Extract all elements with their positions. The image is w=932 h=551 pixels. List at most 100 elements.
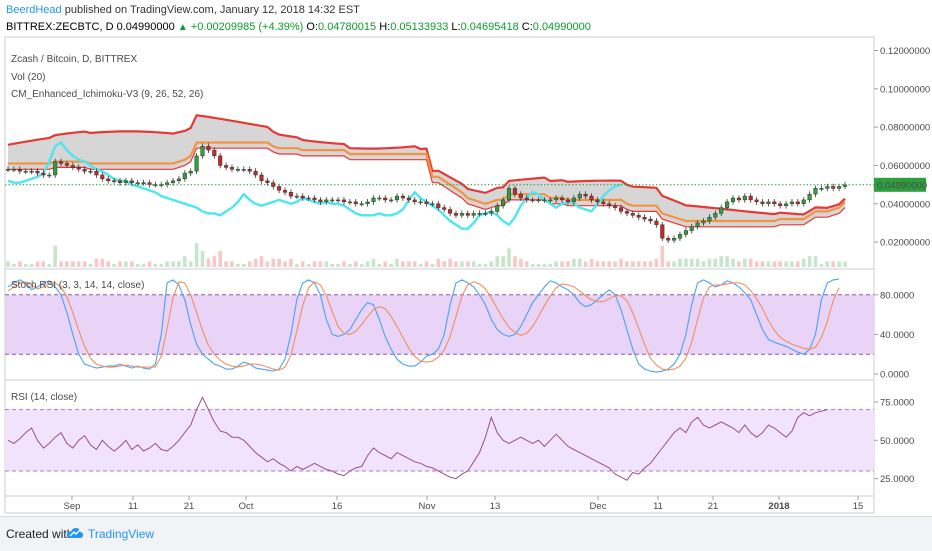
volume-bar xyxy=(524,261,529,267)
stoch-series-k-line xyxy=(7,278,840,373)
candle-body xyxy=(713,213,718,218)
volume-bar xyxy=(495,256,499,267)
volume-bar xyxy=(589,258,594,267)
volume-bar xyxy=(548,264,553,267)
candle-body xyxy=(288,192,293,197)
volume-bar xyxy=(843,261,847,267)
volume-bar xyxy=(271,258,275,267)
volume-bar xyxy=(725,256,729,267)
candle-body xyxy=(241,169,246,171)
low-value: 0.04695418 xyxy=(460,21,519,33)
time-axis: Sep 11 21 Oct 16 Nov 13 Dec 11 21 2018 15 xyxy=(64,496,863,512)
volume-bar xyxy=(336,264,340,267)
volume-bar xyxy=(489,261,494,267)
volume-bar xyxy=(501,256,505,267)
volume-bar xyxy=(6,261,10,267)
volume-bar xyxy=(18,261,22,267)
candle-body xyxy=(35,170,40,174)
time-tick-label: 21 xyxy=(708,501,719,512)
candle-body xyxy=(259,174,264,181)
volume-bar xyxy=(283,261,287,267)
candle-body xyxy=(389,199,394,202)
candle-body xyxy=(229,167,235,170)
candle-body xyxy=(11,169,16,171)
volume-bar xyxy=(212,256,217,267)
price-tick-label: 0.08000000 xyxy=(880,123,930,134)
volume-bar xyxy=(377,264,382,267)
candle-body xyxy=(618,207,624,212)
candle-body xyxy=(442,207,447,210)
volume-bar xyxy=(106,261,110,267)
stoch-tick-label: 80.0000 xyxy=(880,290,914,301)
volume-bar xyxy=(448,258,452,267)
high-value: 0.05133933 xyxy=(390,21,449,33)
candle-body xyxy=(689,226,694,231)
candle-body xyxy=(742,195,747,201)
candle-body xyxy=(235,169,240,171)
volume-bar xyxy=(831,261,835,267)
stoch-rsi-pane[interactable]: 80.0000 40.0000 0.0000 xyxy=(5,278,914,381)
rsi-pane[interactable]: 75.0000 50.0000 25.0000 xyxy=(5,396,914,485)
symbol-label: BITTREX:ZECBTC, D xyxy=(6,21,114,33)
volume-bar xyxy=(29,264,34,267)
volume-bar xyxy=(619,258,623,267)
candle-body xyxy=(595,199,600,203)
volume-bar xyxy=(625,261,629,267)
time-tick-label: 2018 xyxy=(768,501,789,512)
open-value: 0.04780015 xyxy=(318,21,377,33)
volume-bar xyxy=(135,264,140,267)
volume-bar xyxy=(354,261,358,267)
candle-body xyxy=(206,146,211,151)
volume-bar xyxy=(772,261,777,267)
price-pane[interactable]: 0.12000000 0.10000000 0.08000000 0.06000000… xyxy=(5,46,930,267)
candle-body xyxy=(277,186,282,191)
volume-bar xyxy=(383,261,387,267)
candle-body xyxy=(554,197,559,201)
volume-bar xyxy=(147,261,152,267)
candle-body xyxy=(648,218,653,222)
vol-indicator-label: Vol (20) xyxy=(11,72,45,83)
candle-body xyxy=(424,201,429,205)
volume-bar xyxy=(578,258,582,267)
volume-bar xyxy=(200,251,205,267)
volume-bar xyxy=(530,264,535,267)
created-with-text: Created with xyxy=(6,527,74,541)
chart-area[interactable]: 0.12000000 0.10000000 0.08000000 0.06000000… xyxy=(0,0,932,516)
time-tick-label: 21 xyxy=(184,501,195,512)
candle-body xyxy=(112,180,117,183)
author-link[interactable]: BeerdHead xyxy=(6,4,62,16)
volume-bar xyxy=(236,264,240,267)
publish-line: BeerdHead published on TradingView.com, … xyxy=(6,4,360,16)
candle-body xyxy=(530,199,535,202)
volume-bar xyxy=(124,261,128,267)
volume-bar xyxy=(689,258,694,267)
volume-bar xyxy=(306,264,311,267)
volume-bar xyxy=(71,261,75,267)
candle-body xyxy=(772,201,777,205)
candle-body xyxy=(636,215,641,218)
tradingview-link[interactable]: TradingView xyxy=(88,527,155,541)
volume-bar xyxy=(460,261,464,267)
candle-body xyxy=(170,180,176,183)
volume-bar xyxy=(631,261,635,267)
volume-bar xyxy=(613,261,617,267)
volume-bar xyxy=(477,264,482,267)
candle-body xyxy=(748,195,753,201)
volume-bar xyxy=(82,261,87,267)
candle-body xyxy=(630,213,635,216)
volume-bar xyxy=(454,261,458,267)
volume-bar xyxy=(442,261,446,267)
volume-bar xyxy=(194,243,199,267)
volume-bar xyxy=(23,264,28,267)
volume-bar xyxy=(731,258,735,267)
candle-body xyxy=(188,170,193,174)
stoch-tick-label: 0.0000 xyxy=(880,370,909,381)
volume-bar xyxy=(436,258,441,267)
volume-bar xyxy=(224,261,228,267)
candle-body xyxy=(76,167,81,170)
candle-body xyxy=(666,238,671,241)
volume-bar xyxy=(684,258,688,267)
candle-body xyxy=(430,203,435,206)
volume-bar xyxy=(94,258,99,267)
candle-body xyxy=(583,193,588,197)
